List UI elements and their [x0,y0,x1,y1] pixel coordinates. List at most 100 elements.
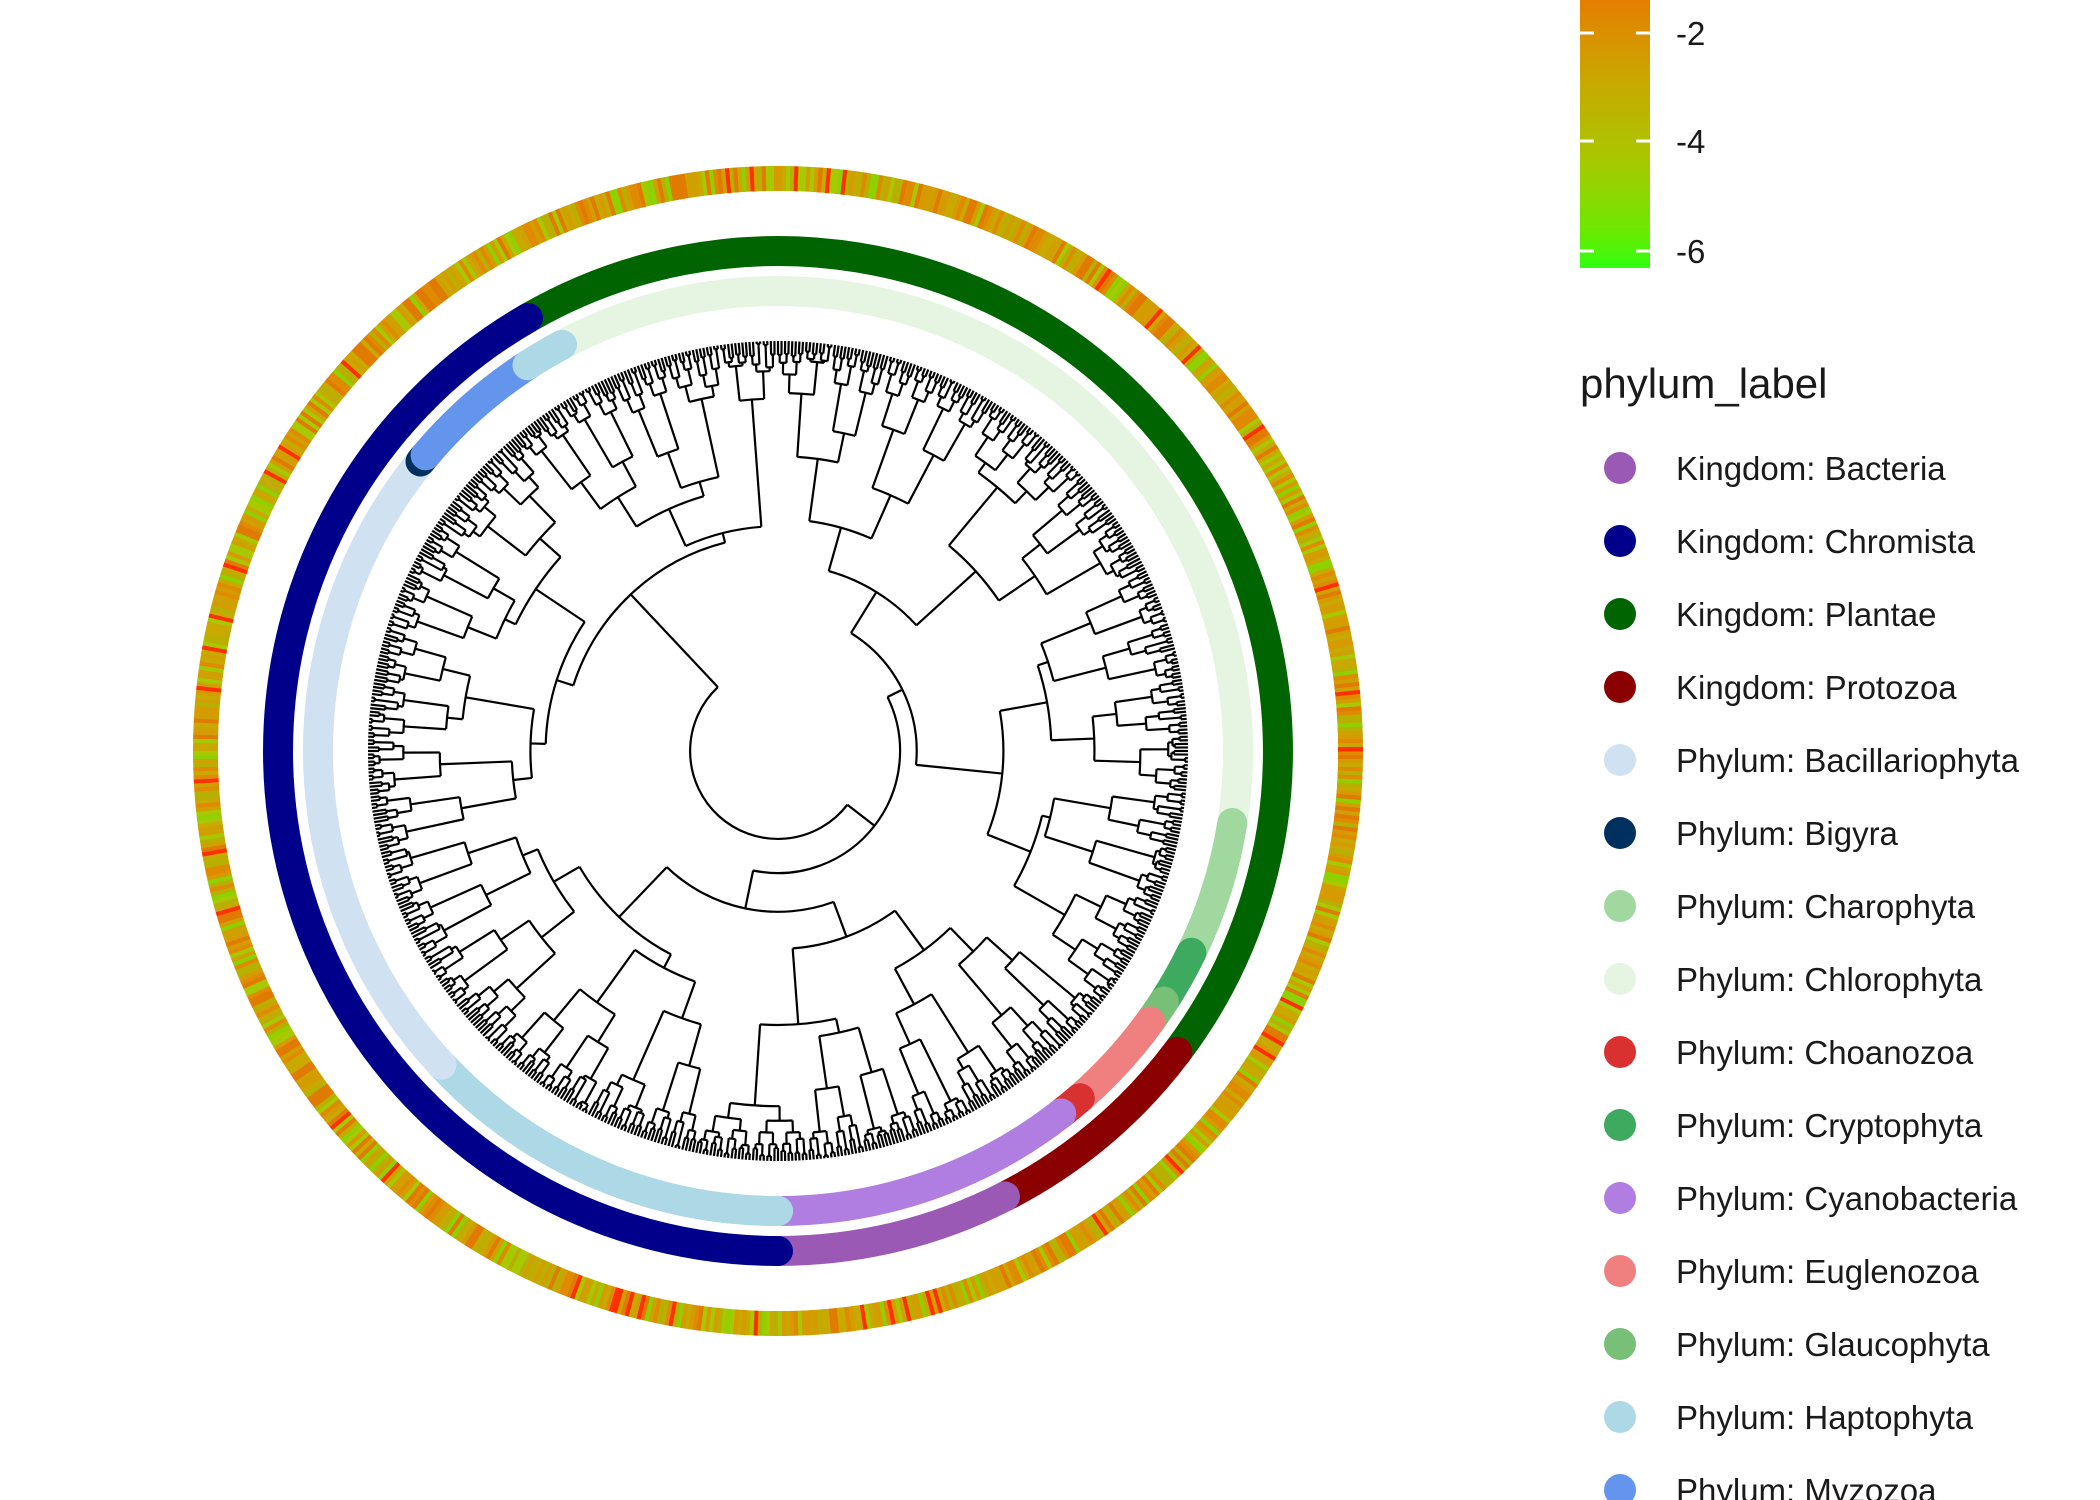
tree-branch [705,1150,709,1155]
tree-branch [626,369,635,384]
tree-branch [404,672,441,682]
tree-arc [966,394,971,399]
tree-branch [392,835,398,840]
heatmap-cell [781,1310,787,1336]
heatmap-cell [225,934,251,948]
tree-branch [1151,831,1167,837]
heatmap-cell [1298,953,1324,967]
tree-arc [597,1110,602,1114]
tree-branch [1075,515,1087,526]
tree-arc [537,429,542,434]
heatmap-cell [647,1296,658,1323]
heatmap-cell [1172,335,1194,357]
heatmap-cell [1152,1164,1173,1187]
heatmap-cell [269,458,294,475]
heatmap-cell [250,494,275,510]
heatmap-cell [521,223,537,248]
tree-branch [413,570,421,576]
tree-branch [859,1075,875,1129]
phylum-arc [763,1098,1077,1226]
tree-branch [373,734,390,737]
tree-branch [479,467,488,476]
tree-branch [1014,418,1020,426]
heatmap-cell [773,1310,778,1336]
tree-branch [1163,838,1178,845]
tree-branch [416,620,464,640]
heatmap-cell [935,1287,948,1313]
tree-branch [1148,872,1163,879]
tree-branch [1150,687,1161,692]
heatmap-cell [1282,989,1308,1005]
heatmap-cell [1258,1034,1283,1051]
heatmap-cell [893,1297,904,1324]
heatmap-cell [1240,420,1264,439]
tree-branch [1164,667,1173,672]
tree-arc [988,1093,994,1098]
tree-branch [842,1130,848,1150]
tree-branch [999,701,1048,712]
tree-branch [1006,1077,1015,1088]
heatmap-cell [252,490,277,506]
heatmap-cell [1315,585,1341,598]
legend-swatch [1604,744,1636,776]
tree-branch [1165,819,1174,824]
tree-arc [1119,957,1124,962]
tree-branch [1024,460,1029,465]
tree-branch [1173,788,1187,792]
tree-arc [523,434,528,439]
tree-branch [1044,1046,1054,1057]
tree-branch [1131,649,1147,656]
tree-branch [700,398,720,478]
heatmap-cell [1067,1227,1085,1252]
heatmap-cell [240,516,266,531]
tree-branch [439,951,454,961]
tree-arc [725,360,733,364]
tree-arc [604,393,609,397]
heatmap-cell [1199,1116,1221,1137]
tree-arc [393,878,398,883]
heatmap-cell [327,374,350,395]
tree-arc [519,486,540,506]
tree-branch [1158,862,1172,869]
tree-branch [597,1112,603,1120]
heatmap-cell [1241,1060,1266,1079]
tree-branch [604,1104,613,1117]
tree-branch [980,398,991,413]
tree-branch [903,361,910,373]
heatmap-cell [414,1189,434,1212]
tree-arc [848,1123,857,1128]
heatmap-cell [1337,738,1363,744]
tree-branch [500,450,519,470]
tree-branch [1128,897,1136,902]
tree-branch [958,412,965,422]
heatmap-cell [863,1303,872,1330]
heatmap-cell [201,644,228,654]
tree-branch [1146,649,1161,655]
tree-branch [472,1015,484,1027]
tree-branch [379,758,404,761]
tree-branch [611,392,617,399]
tree-branch [1086,1014,1091,1019]
heatmap-cell [499,1243,516,1268]
heatmap-cell [340,359,363,380]
tree-branch [853,354,858,368]
heatmap-cell [800,1310,807,1336]
tree-branch [402,583,416,591]
tree-arc [438,957,443,962]
tree-branch [618,866,668,918]
heatmap-cell [905,181,917,207]
heatmap-cell [1316,589,1342,601]
tree-branch [1105,957,1117,966]
heatmap-cell [1033,1247,1050,1272]
tree-arc [439,568,448,582]
tree-branch [922,408,945,451]
heatmap-cell [894,178,905,205]
tree-branch [477,1021,488,1032]
tree-arc [828,570,918,627]
tree-branch [887,361,893,374]
tree-branch [863,350,868,363]
tree-branch [1016,422,1026,435]
legend-title: phylum_label [1580,360,1828,407]
heatmap-cell [667,1300,677,1327]
heatmap-cell [1074,254,1092,279]
